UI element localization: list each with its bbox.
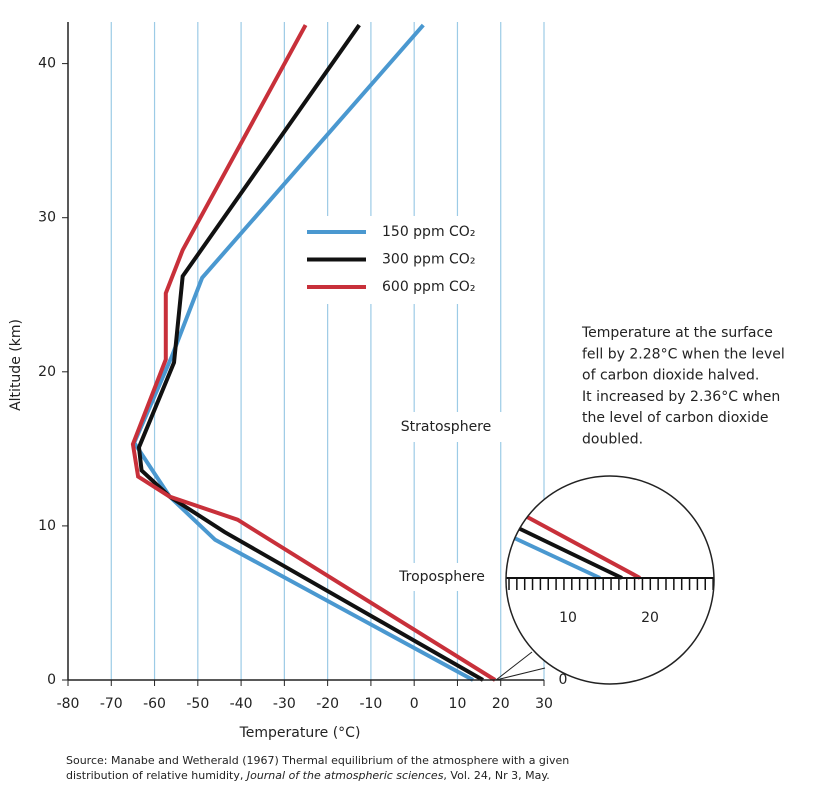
x-tick-label: 10 <box>449 696 467 712</box>
y-tick-label: 30 <box>38 210 56 226</box>
note-line: of carbon dioxide halved. <box>582 368 759 384</box>
x-tick-label: -80 <box>57 696 80 712</box>
x-tick-label: -40 <box>230 696 253 712</box>
x-tick-label: 30 <box>535 696 553 712</box>
y-tick-label: 0 <box>47 672 56 688</box>
zero-label: 0 <box>559 672 568 688</box>
inset-line <box>513 524 623 580</box>
y-tick-label: 10 <box>38 518 56 534</box>
y-axis-label: Altitude (km) <box>8 319 24 411</box>
inset-tick-label: 20 <box>641 610 659 626</box>
series-line <box>130 24 497 682</box>
x-tick-label: -50 <box>186 696 209 712</box>
x-tick-label: -10 <box>359 696 382 712</box>
pointer <box>495 667 546 681</box>
source: Source: Manabe and Wetherald (1967) Ther… <box>66 754 569 767</box>
y-tick-label: 40 <box>38 56 56 72</box>
lines <box>130 23 497 682</box>
overlay: -80 -70 -60 -50 -40 -30 -20 -10 0 10 20 30 0 10 20 30 40… <box>8 22 785 782</box>
inset-line <box>509 534 601 580</box>
annotation: Stratosphere <box>401 419 492 435</box>
source-part: Journal of the atmospheric sciences <box>245 769 444 782</box>
legend-label: 300 ppm CO₂ <box>382 252 475 268</box>
inset-line <box>517 510 641 580</box>
note-line: It increased by 2.36°C when <box>582 389 780 405</box>
y-tick-label: 20 <box>38 364 56 380</box>
note-line: Temperature at the surface <box>581 325 773 341</box>
note-line: the level of carbon dioxide <box>582 410 769 426</box>
legend-label: 600 ppm CO₂ <box>382 279 475 295</box>
source-part: distribution of relative humidity, <box>66 769 247 782</box>
pointer <box>495 651 533 681</box>
x-tick-label: -20 <box>316 696 339 712</box>
x-tick-label: -30 <box>273 696 296 712</box>
inset-border <box>505 475 715 685</box>
inset <box>506 476 714 684</box>
legend-label: 150 ppm CO₂ <box>382 224 475 240</box>
x-tick-label: 20 <box>492 696 510 712</box>
series-line <box>136 23 484 682</box>
x-tick-label: -70 <box>100 696 123 712</box>
x-tick-label: 0 <box>410 696 419 712</box>
source-part: , Vol. 24, Nr 3, May. <box>443 769 549 782</box>
label-box <box>386 563 498 591</box>
note-line: fell by 2.28°C when the level <box>582 346 785 362</box>
x-axis-label: Temperature (°C) <box>239 725 361 741</box>
inset-tick-label: 10 <box>559 610 577 626</box>
annotation: Troposphere <box>398 569 485 585</box>
source: distribution of relative humidity, Journ… <box>66 769 550 782</box>
inset-bg <box>506 476 714 684</box>
label-box <box>388 412 508 442</box>
x-tick-label: -60 <box>143 696 166 712</box>
note-line: doubled. <box>582 432 643 448</box>
